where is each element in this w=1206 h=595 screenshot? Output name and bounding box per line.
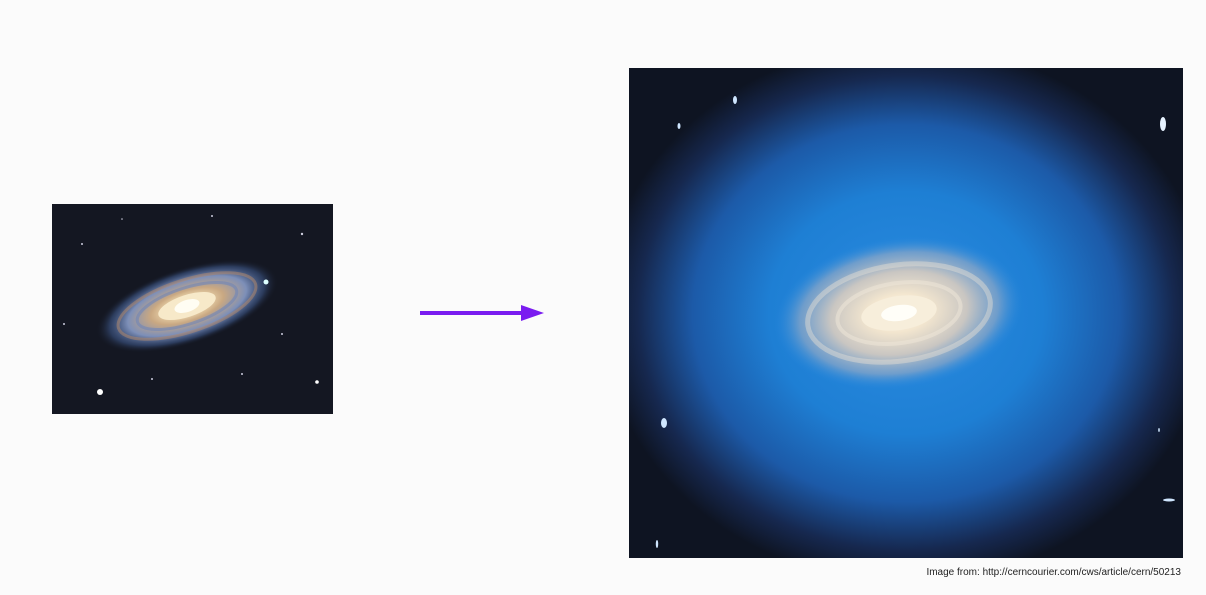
right-arrow-icon xyxy=(420,302,545,324)
halo-graphic xyxy=(629,68,1183,558)
image-credit: Image from: http://cerncourier.com/cws/a… xyxy=(926,567,1181,578)
galaxy-photo xyxy=(52,204,333,414)
dark-matter-halo-illustration xyxy=(629,68,1183,558)
galaxy-photo-graphic xyxy=(52,204,333,414)
